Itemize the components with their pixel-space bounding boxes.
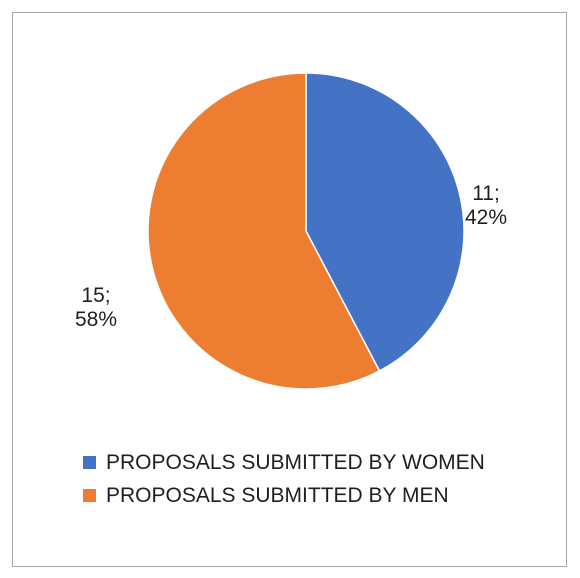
data-label-men-value: 15;: [81, 284, 111, 307]
data-label-men: 15; 58%: [75, 284, 117, 332]
pie-slice-women: [305, 72, 465, 372]
legend-swatch-women: [83, 456, 96, 469]
pie-chart: [147, 72, 465, 390]
data-label-men-percent: 58%: [75, 308, 118, 331]
legend-label-women: PROPOSALS SUBMITTED BY WOMEN: [106, 451, 485, 474]
pie-slice-men: [147, 72, 381, 390]
chart-area: 11; 42% 15; 58% PROPOSALS SUBMITTED BY W…: [12, 12, 567, 567]
legend: PROPOSALS SUBMITTED BY WOMEN PROPOSALS S…: [83, 449, 553, 515]
data-label-women: 11; 42%: [465, 182, 507, 230]
legend-label-men: PROPOSALS SUBMITTED BY MEN: [106, 484, 449, 507]
legend-item-women: PROPOSALS SUBMITTED BY WOMEN: [83, 449, 553, 476]
data-label-women-value: 11;: [472, 182, 500, 205]
data-label-women-percent: 42%: [465, 206, 508, 229]
legend-item-men: PROPOSALS SUBMITTED BY MEN: [83, 482, 553, 509]
legend-swatch-men: [83, 489, 96, 502]
